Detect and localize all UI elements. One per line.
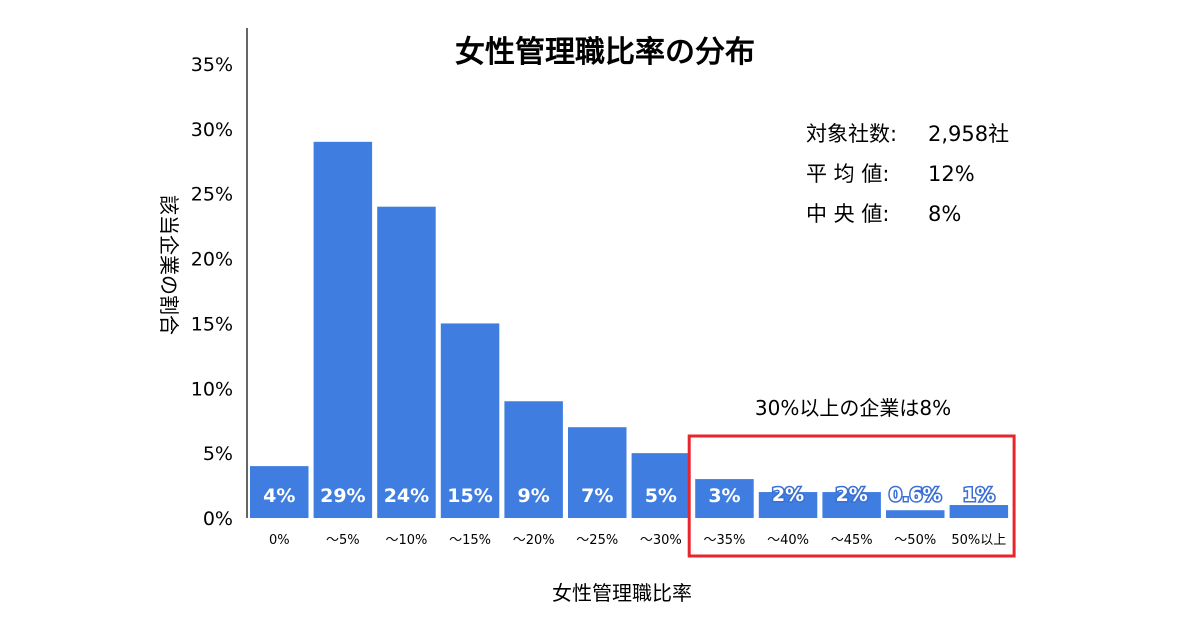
y-tick-label: 25% (191, 184, 233, 206)
x-tick-label: ～5% (326, 533, 360, 548)
data-label: 3% (708, 485, 740, 507)
data-label: 0.6% (889, 484, 942, 506)
bar (631, 453, 691, 518)
y-ticks: 35% 30% 25% 20% 15% 10% 5% 0% (191, 54, 233, 530)
stat-label: 中 央 値: (806, 202, 889, 226)
data-label: 2% (772, 484, 804, 506)
stat-label: 対象社数: (806, 122, 897, 146)
y-axis-label: 該当企業の割合 (157, 195, 181, 335)
x-tick-label: ～40% (767, 533, 809, 548)
y-tick-label: 0% (203, 508, 233, 530)
bar (949, 505, 1009, 518)
y-tick-label: 30% (191, 119, 233, 141)
bar (440, 323, 500, 518)
bar (377, 206, 436, 518)
y-tick-label: 10% (191, 378, 233, 400)
data-label: 5% (645, 485, 677, 507)
data-label: 7% (581, 485, 613, 507)
x-ticks: 0% ～5% ～10% ～15% ～20% ～25% ～30% ～35% ～40% ～45% ～50… (269, 533, 1006, 548)
y-tick-label: 5% (203, 443, 233, 465)
x-tick-label: ～45% (831, 533, 873, 548)
data-label: 29% (320, 485, 365, 507)
stat-value: 12% (928, 162, 975, 186)
bar (695, 479, 754, 518)
x-tick-label: ～25% (576, 533, 618, 548)
x-tick-label: 50%以上 (951, 533, 1006, 548)
x-tick-label: ～30% (640, 533, 682, 548)
data-label: 24% (384, 485, 429, 507)
y-tick-label: 35% (191, 54, 233, 76)
data-label: 15% (447, 485, 492, 507)
y-tick-label: 20% (191, 249, 233, 271)
data-label: 4% (263, 485, 295, 507)
bar (568, 427, 627, 518)
bar (758, 492, 818, 518)
x-tick-label: ～35% (703, 533, 745, 548)
data-label: 2% (836, 484, 868, 506)
chart-title: 女性管理職比率の分布 (455, 35, 755, 70)
bar (822, 492, 881, 518)
highlight-box (687, 434, 1016, 558)
y-tick-label: 15% (191, 313, 233, 335)
stat-value: 8% (928, 202, 961, 226)
x-tick-label: ～10% (385, 533, 427, 548)
x-tick-label: 0% (269, 533, 290, 548)
x-tick-label: ～20% (513, 533, 555, 548)
data-labels: 4% 29% 24% 15% 9% 7% 5% 3% 2% 2% 0.6% 1% (263, 483, 996, 508)
data-label: 9% (518, 485, 550, 507)
data-label: 1% (963, 484, 995, 506)
bar (504, 401, 563, 518)
highlight-annotation: 30%以上の企業は8% (755, 396, 951, 420)
bar (250, 466, 309, 518)
bar (313, 141, 373, 519)
x-tick-label: ～50% (894, 533, 936, 548)
bars (250, 141, 1009, 519)
x-tick-label: ～15% (449, 533, 491, 548)
stat-value: 2,958社 (928, 122, 1009, 146)
bar (886, 510, 945, 518)
x-axis-label: 女性管理職比率 (552, 581, 692, 605)
stat-label: 平 均 値: (806, 162, 889, 186)
